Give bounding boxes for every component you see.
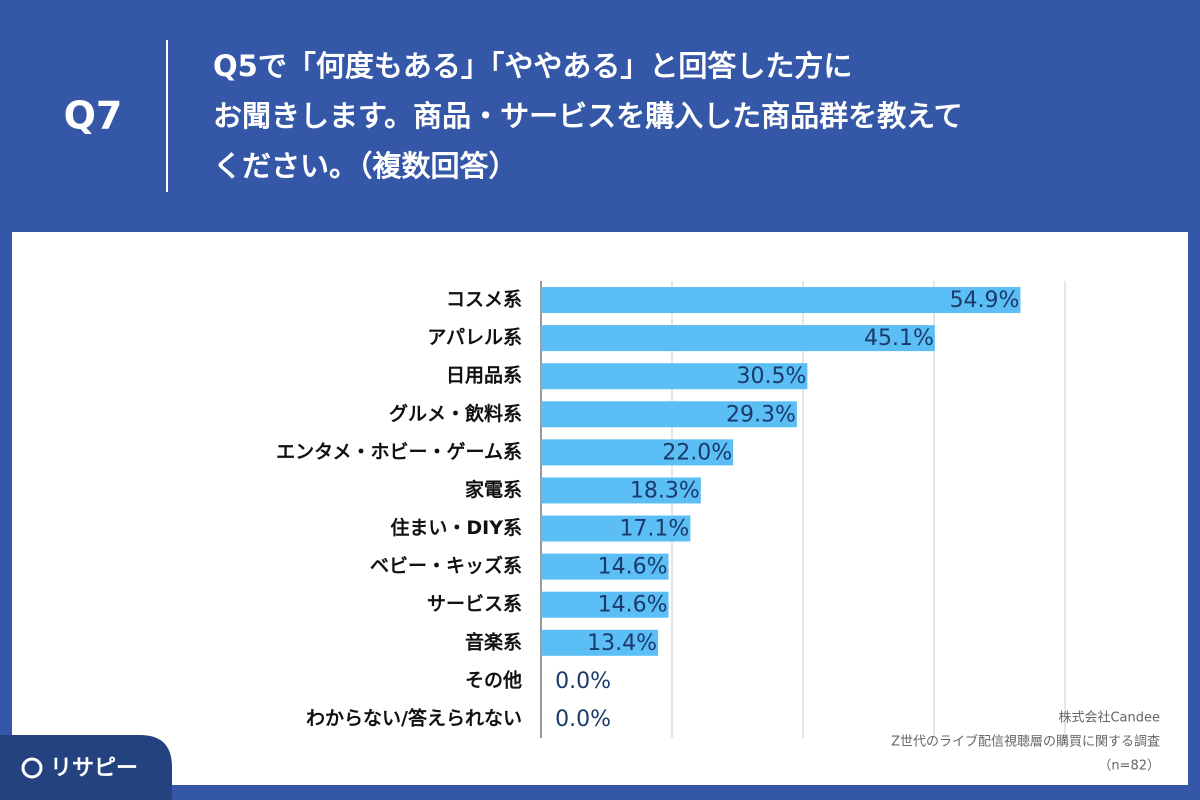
source-note: 株式会社Candee: [1058, 710, 1160, 726]
bar: [541, 325, 935, 352]
value-label: 45.1%: [864, 326, 934, 351]
bar: [541, 591, 669, 618]
category-label: コスメ系: [446, 289, 522, 311]
category-label: ベビー・キッズ系: [370, 554, 522, 577]
value-label: 0.0%: [555, 669, 611, 694]
chart-panel: [12, 232, 1188, 785]
logo-badge: [0, 735, 172, 800]
category-label: サービス系: [427, 593, 522, 615]
bar: [541, 363, 808, 390]
category-label: エンタメ・ホビー・ゲーム系: [276, 441, 522, 463]
value-label: 30.5%: [736, 364, 806, 389]
category-label: 住まい・DIY系: [390, 516, 522, 539]
category-label: その他: [465, 668, 522, 691]
title-line: お聞きします。商品・サービスを購入した商品群を教えて: [213, 99, 963, 133]
category-label: 家電系: [465, 478, 522, 501]
value-label: 18.3%: [630, 478, 700, 503]
value-label: 14.6%: [598, 555, 668, 580]
value-label: 29.3%: [726, 402, 796, 427]
bar: [541, 287, 1021, 314]
bar: [541, 629, 659, 656]
bar: [541, 401, 797, 428]
bar: [541, 515, 691, 542]
bar: [541, 439, 734, 466]
title-line: ください。（複数回答）: [213, 149, 518, 183]
bar: [541, 477, 701, 504]
value-label: 0.0%: [555, 707, 611, 732]
source-note: Z世代のライブ配信視聴層の購買に関する調査: [891, 734, 1160, 750]
logo: リサピー: [50, 756, 138, 781]
category-label: 音楽系: [465, 630, 522, 653]
value-label: 22.0%: [662, 440, 732, 465]
value-label: 17.1%: [619, 517, 689, 542]
title-line: Q5で「何度もある」「ややある」と回答した方に: [213, 49, 852, 83]
category-label: グルメ・飲料系: [389, 402, 522, 425]
bar: [541, 553, 669, 580]
value-label: 54.9%: [950, 288, 1020, 313]
category-label: わからない/答えられない: [306, 706, 522, 729]
value-label: 13.4%: [587, 631, 657, 656]
logo-icon: [21, 757, 43, 779]
question-number: Q7: [64, 94, 123, 138]
category-label: 日用品系: [446, 365, 522, 387]
value-label: 14.6%: [598, 593, 668, 618]
category-label: アパレル系: [427, 327, 522, 349]
source-note: （n=82）: [1098, 759, 1160, 774]
